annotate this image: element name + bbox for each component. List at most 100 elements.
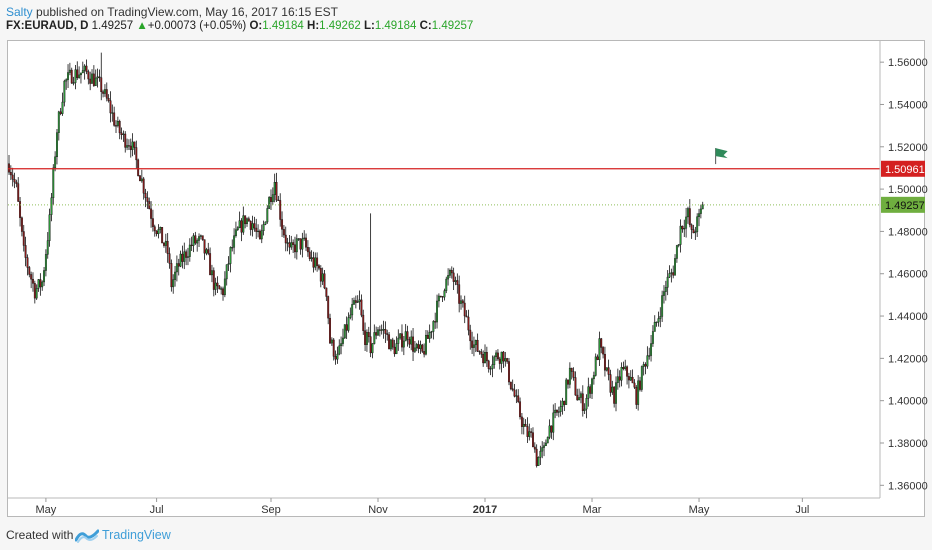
candle — [174, 265, 177, 287]
candle-body — [139, 175, 141, 182]
candle-body — [343, 324, 346, 339]
candle — [242, 206, 245, 235]
candle-body — [223, 278, 226, 296]
candle-body — [369, 336, 372, 354]
publish-line: Salty published on TradingView.com, May … — [6, 5, 338, 19]
candle — [504, 351, 507, 367]
candle — [430, 330, 433, 339]
candle — [496, 349, 499, 361]
candle — [576, 388, 579, 401]
candle — [61, 92, 64, 116]
candle — [698, 208, 700, 227]
candle-body — [308, 251, 311, 259]
candle — [375, 326, 378, 340]
tradingview-logo-icon[interactable] — [75, 526, 99, 544]
candle — [135, 140, 138, 169]
x-tick-label: Jul — [795, 504, 809, 516]
candle — [240, 218, 243, 242]
candle — [572, 367, 575, 381]
last-price-value: 1.49257 — [91, 20, 134, 32]
candle — [305, 233, 307, 251]
candle-body — [155, 230, 158, 235]
candle-body — [70, 69, 73, 84]
candle — [96, 68, 99, 88]
candle-body — [447, 275, 450, 280]
candle — [646, 346, 649, 369]
candle-body — [32, 278, 34, 284]
candle — [688, 199, 691, 228]
candle-body — [637, 380, 640, 405]
candle-body — [198, 236, 200, 241]
candle-body — [581, 393, 584, 411]
y-tick-label: 1.44000 — [888, 311, 928, 323]
candle — [262, 220, 265, 236]
candle — [526, 417, 529, 443]
candle-body — [397, 337, 400, 344]
candle — [76, 61, 79, 80]
candle-body — [663, 291, 665, 296]
y-tick-label: 1.52000 — [888, 142, 928, 154]
candle-body — [404, 331, 407, 342]
candle-body — [127, 145, 130, 147]
candle — [260, 224, 263, 244]
chart-frame[interactable] — [7, 40, 925, 517]
candle-body — [382, 329, 385, 331]
candle — [65, 78, 68, 90]
candle — [500, 351, 503, 373]
candle-body — [668, 273, 671, 278]
candle-body — [48, 214, 51, 241]
candle — [699, 204, 702, 219]
x-tick-label: Mar — [583, 504, 602, 516]
candle-body — [640, 366, 643, 390]
candle-body — [135, 147, 138, 161]
candle — [434, 312, 437, 329]
open-label: O: — [249, 20, 263, 32]
candle — [258, 229, 261, 240]
candle-body — [50, 197, 53, 215]
candle-body — [310, 257, 313, 259]
candle-body — [698, 213, 700, 217]
candle — [694, 226, 697, 240]
candle-body — [8, 163, 10, 173]
candle — [685, 207, 688, 238]
candle-body — [327, 296, 330, 319]
candle-body — [568, 367, 571, 385]
candle — [408, 336, 411, 349]
candle-body — [81, 70, 84, 74]
candle-body — [522, 423, 525, 427]
candle — [373, 324, 376, 345]
candle-body — [240, 220, 243, 233]
candle-body — [393, 346, 396, 355]
close-value: 1.49257 — [431, 20, 474, 32]
candle — [26, 254, 29, 276]
candle — [144, 188, 147, 208]
author-link[interactable]: Salty — [6, 5, 33, 19]
candle — [233, 228, 236, 255]
candle-body — [190, 244, 193, 246]
candle — [39, 273, 42, 296]
candle-body — [102, 91, 105, 94]
candle-body — [172, 279, 175, 288]
candle-body — [87, 71, 90, 80]
candle-body — [443, 290, 446, 298]
tradingview-brand[interactable]: TradingView — [102, 528, 171, 542]
candle-body — [297, 238, 300, 240]
candle — [600, 337, 603, 354]
candle — [187, 247, 189, 266]
candle — [493, 355, 496, 369]
candle — [74, 65, 77, 90]
candle-body — [229, 247, 232, 264]
candle — [456, 273, 459, 294]
candle — [367, 326, 370, 343]
candle — [399, 333, 402, 340]
candle — [54, 151, 57, 172]
candle — [580, 391, 582, 404]
candle-body — [530, 431, 533, 433]
candle — [533, 442, 536, 453]
candle-body — [655, 321, 658, 324]
candle-body — [314, 257, 317, 268]
candle — [281, 211, 284, 238]
candle — [218, 285, 221, 290]
candle — [502, 350, 505, 369]
